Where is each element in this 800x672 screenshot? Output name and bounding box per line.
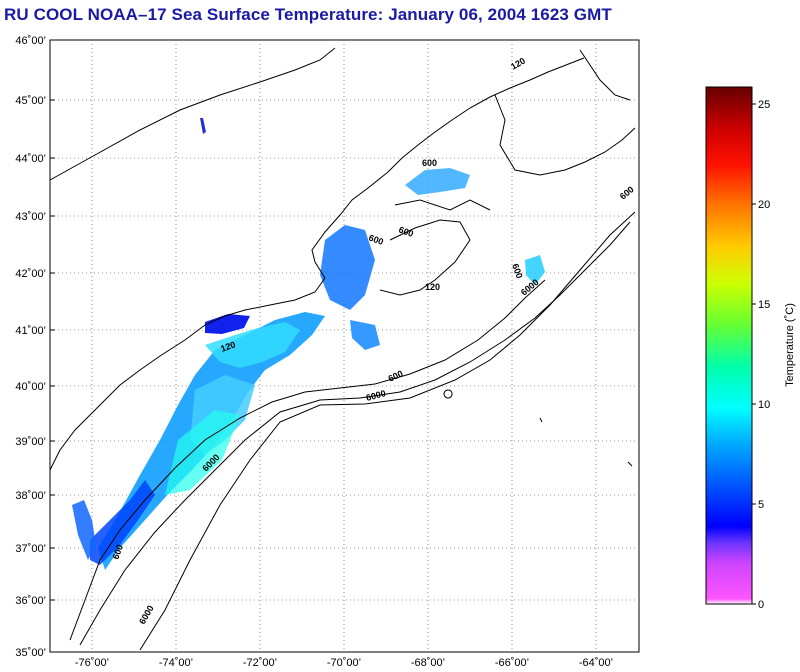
depth-label: 600: [110, 543, 125, 561]
lon-label: -70˚00’: [327, 657, 361, 669]
lat-label: 42˚00’: [15, 268, 46, 280]
colorbar-tick: 5: [758, 499, 764, 511]
depth-label: 600: [397, 224, 415, 239]
depth-label: 600: [367, 232, 385, 247]
depth-label: 120: [425, 282, 440, 292]
lon-label: -76˚00’: [75, 657, 109, 669]
lat-label: 36˚00’: [15, 595, 46, 607]
longitude-labels: -76˚00’ -74˚00’ -72˚00’ -70˚00’ -68˚00’ …: [75, 657, 613, 669]
colorbar-tick: 20: [758, 199, 770, 211]
lat-label: 43˚00’: [15, 211, 46, 223]
lon-label: -64˚00’: [579, 657, 613, 669]
colorbar-tick: 15: [758, 299, 770, 311]
frame-ticks: [50, 39, 55, 653]
lat-label: 46˚00’: [15, 35, 46, 47]
latitude-labels: 46˚00’ 45˚00’ 44˚00’ 43˚00’ 42˚00’ 41˚00…: [15, 35, 46, 659]
lon-label: -68˚00’: [411, 657, 445, 669]
colorbar-tick: 0: [758, 599, 764, 611]
lat-label: 40˚00’: [15, 381, 46, 393]
depth-label: 600: [510, 262, 525, 280]
lat-label: 41˚00’: [15, 325, 46, 337]
map-frame: [49, 39, 640, 653]
lat-label: 38˚00’: [15, 490, 46, 502]
lat-label: 44˚00’: [15, 153, 46, 165]
lat-label: 37˚00’: [15, 543, 46, 555]
sst-data-layer: [72, 118, 545, 570]
lon-label: -66˚00’: [495, 657, 529, 669]
depth-label: 600: [422, 158, 437, 168]
lon-label: -74˚00’: [159, 657, 193, 669]
coastline-contours: [49, 47, 636, 651]
lon-label: -72˚00’: [243, 657, 277, 669]
depth-label: 120: [219, 339, 237, 354]
lat-label: 39˚00’: [15, 436, 46, 448]
colorbar: 25 20 15 10 5 0 Temperature (˚C): [705, 86, 796, 611]
lat-label: 35˚00’: [15, 647, 46, 659]
colorbar-label: Temperature (˚C): [784, 303, 796, 387]
lat-label: 45˚00’: [15, 95, 46, 107]
colorbar-tick: 10: [758, 399, 770, 411]
map-title: RU COOL NOAA–17 Sea Surface Temperature:…: [4, 5, 612, 24]
colorbar-gradient: [705, 86, 753, 605]
colorbar-tick: 25: [758, 99, 770, 111]
